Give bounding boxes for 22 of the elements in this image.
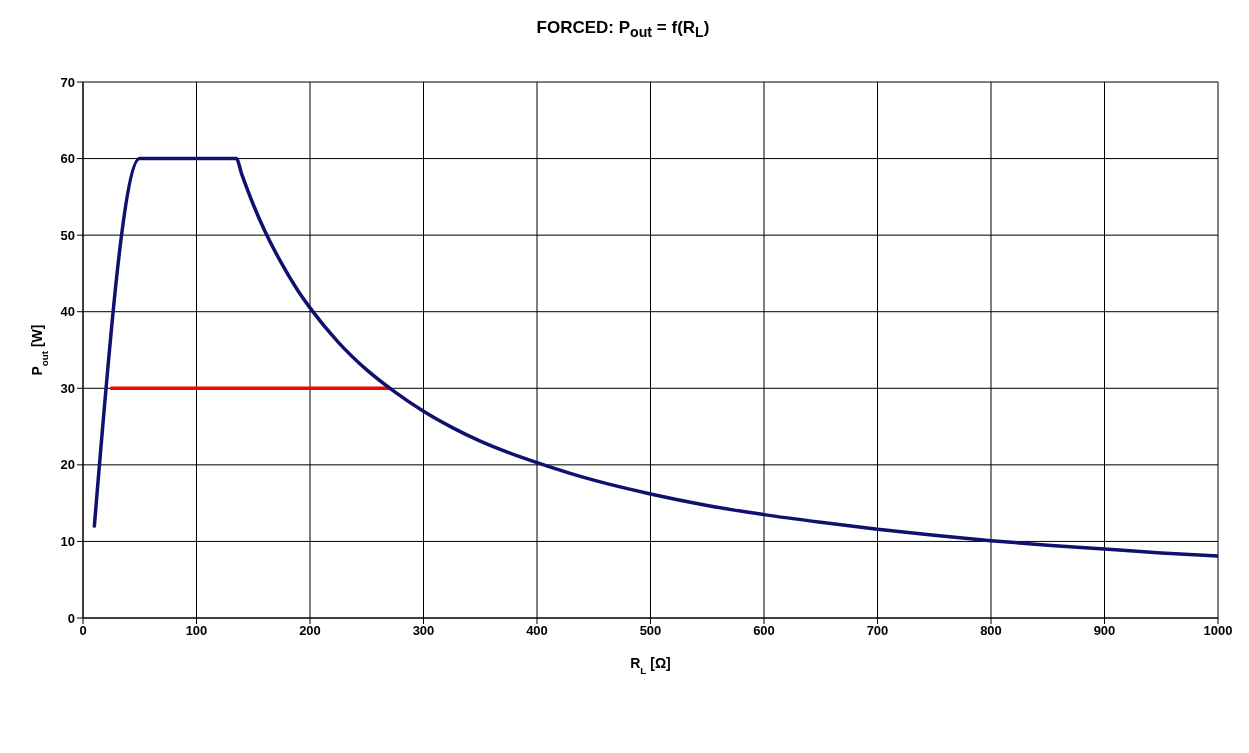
y-tick-label: 30: [60, 380, 75, 396]
y-tick-label: 40: [60, 304, 75, 320]
x-tick-label: 200: [299, 623, 321, 639]
y-tick-label: 0: [67, 610, 75, 626]
x-tick-label: 400: [526, 623, 548, 639]
y-tick-label: 50: [60, 227, 75, 243]
x-tick-label: 100: [185, 623, 208, 639]
x-tick-label: 1000: [1203, 623, 1233, 639]
y-tick-label: 70: [60, 74, 75, 90]
x-tick-label: 800: [980, 623, 1002, 639]
x-axis-title: R$_{L}$ [Ω]: [630, 655, 671, 676]
x-tick-label: 0: [79, 623, 87, 639]
x-tick-label: 500: [639, 623, 662, 639]
x-tick-label: 900: [1093, 623, 1116, 639]
x-tick-label: 300: [412, 623, 435, 639]
x-tick-label: 700: [866, 623, 889, 639]
y-tick-label: 20: [60, 457, 75, 473]
chart-title: FORCED: P$_{out}$ = f(R$_{L}$): [535, 18, 711, 43]
line-series: [92, 156, 1218, 558]
y-tick-label: 60: [60, 151, 75, 167]
y-tick-label: 10: [60, 534, 75, 550]
x-tick-label: 600: [753, 623, 775, 639]
